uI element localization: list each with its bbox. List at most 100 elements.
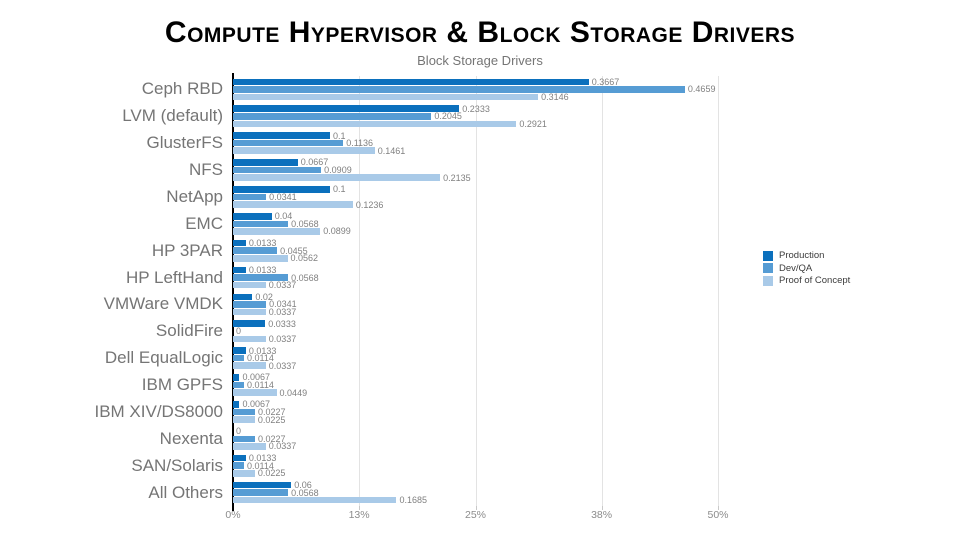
value-label: 0.2921 <box>519 118 547 129</box>
bar-track: 0.4659 <box>233 84 718 94</box>
bar-track: 0.0337 <box>233 333 718 344</box>
category-label: Nexenta <box>159 428 223 448</box>
value-label: 0 <box>236 426 242 437</box>
value-label: 0.0337 <box>268 333 297 344</box>
value-label: 0.0133 <box>248 264 277 275</box>
value-label: 0.04 <box>274 211 293 222</box>
bar-track: 0.0568 <box>233 488 718 498</box>
value-label: 0.0562 <box>290 253 319 264</box>
bar-track: 0.1236 <box>233 200 718 210</box>
chart-title: Compute Hypervisor & Block Storage Drive… <box>164 16 796 49</box>
bar: 0.0114 <box>233 461 274 471</box>
value-label: 0.0225 <box>257 414 286 425</box>
bar: 0.0333 <box>233 319 296 329</box>
bar-track: 0.0133 <box>233 453 718 463</box>
x-tick-label: 38% <box>591 509 613 521</box>
category-label: GlusterFS <box>146 133 223 153</box>
value-label: 0.0337 <box>268 280 297 291</box>
bar-group: 0.04 0.0568 0.0899 <box>233 211 718 236</box>
category-row: IBM XIV/DS8000 0.0067 0.0227 0.0225 <box>94 399 718 426</box>
value-label: 0.0337 <box>268 307 297 318</box>
value-label: 0 <box>236 326 242 337</box>
bar: 0.0227 <box>233 407 286 417</box>
bar-track: 0.0114 <box>233 353 718 363</box>
value-label: 0.1 <box>333 130 346 141</box>
bar-track: 0.0067 <box>233 372 718 382</box>
bar: 0.0337 <box>233 280 296 290</box>
category-row: IBM GPFS 0.0067 0.0114 0.0449 <box>142 372 718 399</box>
category-label: SAN/Solaris <box>131 455 223 475</box>
legend-label: Dev/QA <box>779 262 813 274</box>
bar-track: 0.02 <box>233 292 718 302</box>
x-tick-label: 50% <box>707 509 729 521</box>
bar-track: 0.0337 <box>233 441 718 451</box>
value-label: 0.2333 <box>462 103 490 114</box>
bar-track: 0.2135 <box>233 173 718 183</box>
bar-track: 0.0227 <box>233 434 718 444</box>
value-label: 0.0067 <box>242 399 271 410</box>
category-label: EMC <box>185 213 223 233</box>
bar: 0.2333 <box>233 104 490 114</box>
category-label: NFS <box>189 160 223 180</box>
bar: 0.0455 <box>233 246 308 256</box>
category-row: Ceph RBD 0.3667 0.4659 0.3146 <box>142 76 718 103</box>
axis-tick <box>718 506 719 510</box>
bar-track: 0.1 <box>233 184 718 194</box>
bar-track: 0.0909 <box>233 165 718 175</box>
bar: 0.0067 <box>233 399 270 409</box>
bar-track: 0.0114 <box>233 380 718 390</box>
value-label: 0.3146 <box>541 92 569 103</box>
category-label: Ceph RBD <box>141 79 223 99</box>
legend-label: Production <box>779 250 825 262</box>
value-label: 0.1461 <box>377 145 406 156</box>
bar-track: 0.0225 <box>233 414 718 425</box>
category-row: Nexenta 0 0.0227 0.0337 <box>160 425 718 452</box>
category-row: SAN/Solaris 0.0133 0.0114 0.0225 <box>131 452 718 479</box>
value-label: 0.0568 <box>291 487 319 498</box>
category-label: VMWare VMDK <box>103 294 223 314</box>
bar: 0.0568 <box>233 488 319 498</box>
bar: 0.0449 <box>233 388 307 398</box>
bar-track: 0.0341 <box>233 192 718 202</box>
bar-track: 0.04 <box>233 211 718 222</box>
bar-track: 0.0227 <box>233 407 718 417</box>
bar: 0.0909 <box>233 165 352 175</box>
bar: 0.0562 <box>233 253 318 263</box>
bar-track: 0.0333 <box>233 319 718 329</box>
legend-swatch <box>763 250 773 261</box>
category-label: IBM XIV/DS8000 <box>94 401 223 421</box>
x-tick-label: 25% <box>464 509 487 521</box>
bar: 0.4659 <box>233 84 715 94</box>
bar: 0.0225 <box>233 468 285 478</box>
x-axis: 0% 13% 25% 38% 50% <box>225 509 728 523</box>
bar-track: 0.1 <box>233 131 718 141</box>
value-label: 0.0133 <box>248 345 277 356</box>
category-row: LVM (default) 0.2333 0.2045 0.2921 <box>122 103 718 130</box>
chart-subtitle: Block Storage Drivers <box>417 53 543 68</box>
bar: 0.1 <box>233 131 346 141</box>
value-label: 0.0114 <box>247 460 274 471</box>
bar-track: 0.1685 <box>233 495 718 506</box>
bar-track: 0.0449 <box>233 388 718 398</box>
bar-track: 0.0067 <box>233 399 718 409</box>
category-row: GlusterFS 0.1 0.1136 0.1461 <box>146 130 718 157</box>
bar-track: 0.0455 <box>233 246 718 256</box>
bar-group: 0.2333 0.2045 0.2921 <box>233 104 718 129</box>
value-label: 0.0225 <box>257 468 286 479</box>
bar-group: 0.0133 0.0455 0.0562 <box>233 238 718 263</box>
bar-track: 0.0133 <box>233 238 718 249</box>
value-label: 0.0133 <box>248 238 277 249</box>
category-row: VMWare VMDK 0.02 0.0341 0.0337 <box>104 291 718 318</box>
y-axis-baseline <box>232 73 234 511</box>
value-label: 0.1685 <box>399 495 427 506</box>
bar: 0.02 <box>233 292 273 302</box>
legend-swatch <box>763 263 773 274</box>
bar-group: 0.1 0.1136 0.1461 <box>233 131 718 156</box>
bar-track: 0.0114 <box>233 461 718 471</box>
category-row: HP LeftHand 0.0133 0.0568 0.0337 <box>126 264 718 291</box>
value-label: 0.0568 <box>291 272 319 283</box>
value-label: 0.0337 <box>268 360 297 371</box>
bar: 0.2921 <box>233 119 547 129</box>
legend-label: Proof of Concept <box>779 275 851 287</box>
bar: 0.06 <box>233 480 312 490</box>
